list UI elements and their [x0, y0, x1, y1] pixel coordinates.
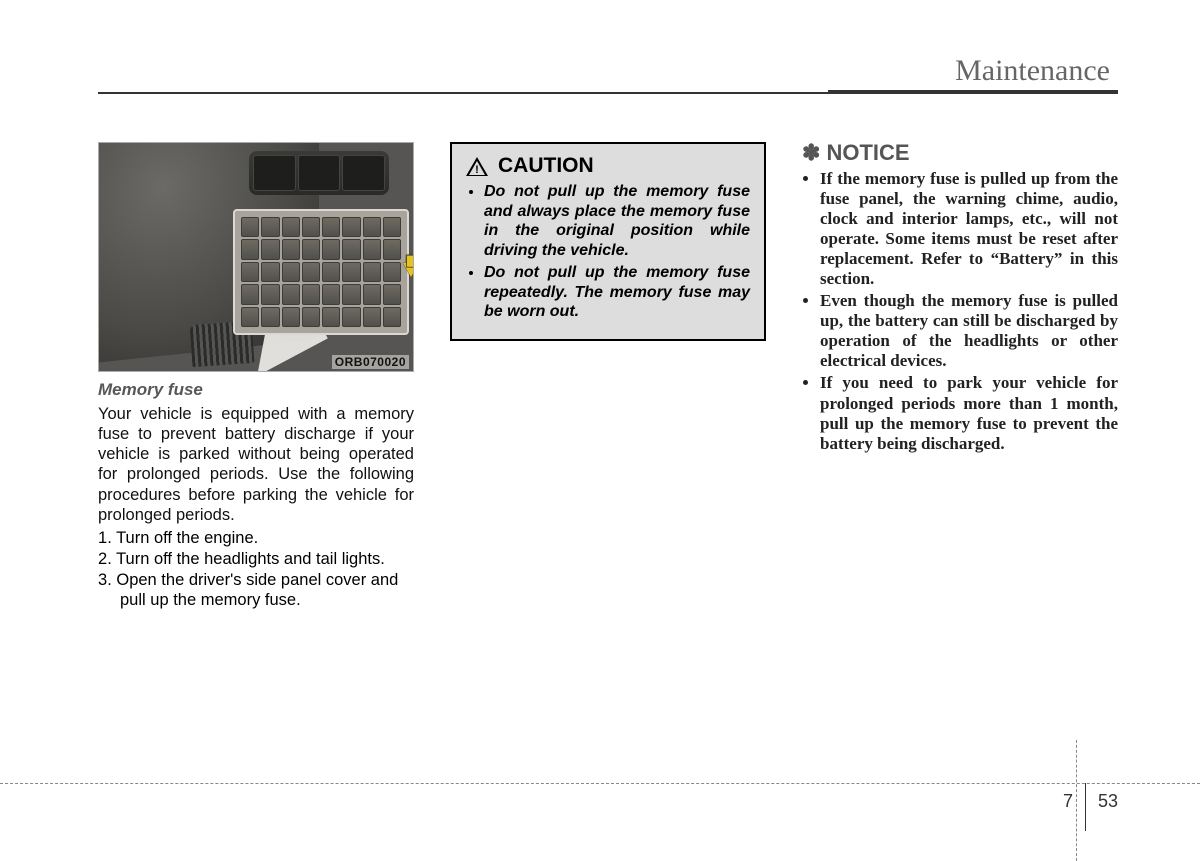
manual-page: Maintenance ORB: [0, 0, 1200, 610]
page-number-separator: [1085, 783, 1086, 831]
page-number: 53: [1098, 791, 1118, 812]
caution-box: ! CAUTION Do not pull up the memory fuse…: [450, 142, 766, 341]
step-item: Open the driver's side panel cover and p…: [98, 570, 414, 610]
warning-triangle-icon: !: [466, 157, 488, 176]
fuse-panel-inset: [233, 209, 409, 335]
caution-item: Do not pull up the memory fuse and alway…: [484, 182, 750, 260]
section-title: Maintenance: [955, 54, 1118, 87]
asterisk-icon: ✽: [802, 142, 820, 164]
caution-title-text: CAUTION: [498, 154, 594, 178]
step-item: Turn off the headlights and tail lights.: [98, 549, 414, 569]
column-middle: ! CAUTION Do not pull up the memory fuse…: [450, 142, 766, 610]
intro-paragraph: Your vehicle is equipped with a memory f…: [98, 404, 414, 525]
column-right: ✽ NOTICE If the memory fuse is pulled up…: [802, 142, 1118, 610]
notice-list: If the memory fuse is pulled up from the…: [802, 169, 1118, 454]
header-rule-accent: [828, 90, 1118, 94]
caution-list: Do not pull up the memory fuse and alway…: [466, 182, 750, 322]
section-number: 7: [1063, 791, 1073, 812]
notice-item: Even though the memory fuse is pulled up…: [820, 291, 1118, 371]
notice-title-text: NOTICE: [826, 140, 909, 166]
air-vents: [249, 151, 389, 195]
figure-caption: Memory fuse: [98, 380, 414, 400]
caution-heading: ! CAUTION: [466, 154, 750, 178]
notice-item: If the memory fuse is pulled up from the…: [820, 169, 1118, 289]
crop-mark-horizontal: [0, 783, 1200, 784]
column-left: ORB070020 Memory fuse Your vehicle is eq…: [98, 142, 414, 610]
memory-fuse-figure: ORB070020: [98, 142, 414, 372]
notice-item: If you need to park your vehicle for pro…: [820, 373, 1118, 453]
three-column-layout: ORB070020 Memory fuse Your vehicle is eq…: [98, 142, 1118, 610]
page-header: Maintenance: [98, 54, 1118, 94]
figure-code: ORB070020: [332, 355, 409, 369]
step-item: Turn off the engine.: [98, 528, 414, 548]
page-number-block: 7 53: [1063, 777, 1118, 825]
arrow-down-icon: [403, 263, 414, 277]
caution-item: Do not pull up the memory fuse repeatedl…: [484, 263, 750, 322]
procedure-list: Turn off the engine. Turn off the headli…: [98, 528, 414, 611]
notice-heading: ✽ NOTICE: [802, 140, 1118, 166]
